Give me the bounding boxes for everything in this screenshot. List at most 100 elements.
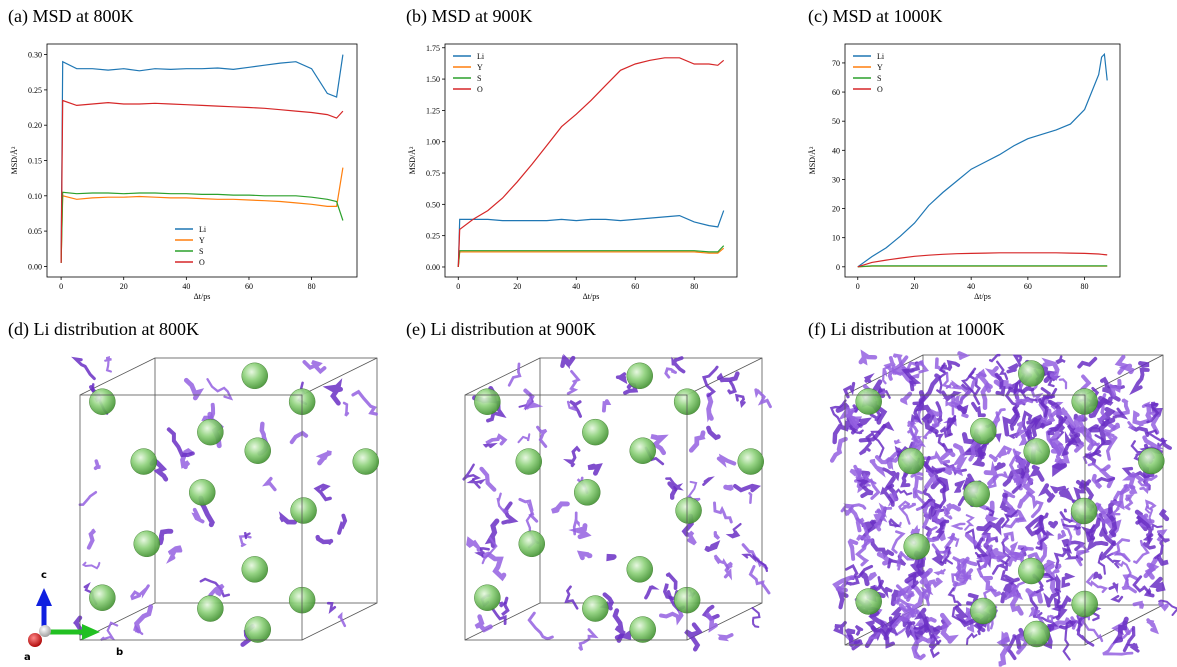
series-line — [60, 191, 344, 263]
atom — [970, 597, 997, 625]
li-density — [844, 628, 860, 648]
atom — [89, 388, 116, 415]
atom — [244, 616, 271, 643]
li-density — [1026, 491, 1044, 519]
li-density — [1123, 497, 1134, 511]
li-density — [536, 425, 548, 448]
atom — [855, 588, 882, 615]
li-density — [723, 561, 733, 581]
li-density — [1058, 487, 1075, 503]
y-tick-label: 20 — [832, 205, 840, 214]
li-density — [1049, 425, 1064, 455]
li-density — [568, 523, 592, 540]
li-density — [971, 401, 986, 417]
li-density — [1059, 511, 1074, 523]
y-tick-label: 0.00 — [426, 263, 440, 272]
li-density — [836, 588, 849, 610]
li-density — [904, 550, 924, 584]
li-density — [1132, 600, 1145, 609]
li-density — [751, 606, 761, 628]
atom — [518, 530, 545, 558]
atom — [898, 447, 925, 475]
cell-edge — [301, 602, 378, 641]
li-density — [481, 536, 498, 565]
li-density — [1035, 528, 1055, 551]
li-density — [911, 435, 926, 449]
x-tick-label: 20 — [910, 282, 918, 291]
li-density — [587, 463, 603, 476]
axis-triad: c b a — [24, 570, 123, 663]
li-density — [913, 360, 929, 374]
li-density — [1029, 464, 1045, 482]
axis-label: a — [24, 652, 31, 663]
atom — [855, 388, 882, 415]
li-density — [898, 603, 917, 619]
cell-edge — [464, 357, 541, 396]
atom — [133, 530, 160, 558]
li-density — [313, 483, 332, 502]
plot-frame — [444, 43, 738, 278]
li-density — [1074, 441, 1085, 453]
li-density — [206, 378, 234, 401]
li-density — [980, 575, 1002, 598]
series-line — [857, 265, 1108, 268]
li-density — [716, 453, 737, 468]
series-line — [857, 52, 1108, 268]
li-density — [1063, 508, 1068, 513]
li-density — [1046, 617, 1075, 632]
li-density — [984, 500, 999, 524]
li-density — [964, 514, 975, 531]
li-density — [474, 614, 493, 633]
li-density — [940, 449, 956, 461]
li-density — [665, 477, 684, 492]
cell-edge — [1084, 354, 1164, 396]
li-density — [713, 554, 730, 570]
li-density — [1015, 419, 1029, 437]
y-tick-label: 50 — [832, 117, 840, 126]
li-density — [987, 471, 1009, 489]
x-tick-label: 40 — [182, 282, 190, 291]
li-density — [1144, 402, 1160, 424]
li-density — [881, 421, 895, 432]
x-tick-label: 0 — [456, 282, 460, 291]
y-axis-label: MSD/Å² — [408, 146, 417, 174]
li-density — [667, 481, 678, 500]
structure-view — [829, 349, 1177, 667]
plot-frame — [844, 43, 1121, 278]
li-density — [1034, 514, 1045, 535]
li-density — [1027, 552, 1041, 561]
li-density — [976, 556, 990, 578]
li-density — [723, 484, 734, 491]
cell-edge — [539, 357, 763, 604]
li-density — [208, 583, 225, 598]
li-density — [1104, 552, 1122, 569]
li-density — [956, 404, 969, 415]
atom — [582, 418, 609, 446]
li-density — [727, 380, 737, 395]
atom — [89, 584, 116, 611]
li-density — [671, 356, 686, 374]
li-density — [865, 620, 895, 649]
li-density — [935, 465, 963, 477]
li-density — [130, 584, 150, 601]
y-tick-label: 10 — [832, 234, 840, 243]
li-density — [891, 355, 909, 374]
li-density — [485, 433, 508, 446]
li-density — [1098, 417, 1116, 446]
li-density — [315, 450, 332, 466]
atom — [1018, 360, 1045, 387]
li-density — [1091, 473, 1103, 490]
li-density — [158, 528, 174, 546]
li-density — [900, 391, 913, 406]
structure-view — [462, 353, 772, 652]
y-tick-label: 70 — [832, 59, 840, 68]
li-density — [326, 601, 337, 615]
y-tick-label: 0.25 — [28, 86, 42, 95]
li-density — [838, 406, 859, 430]
li-density — [1062, 623, 1071, 661]
atom — [963, 480, 990, 508]
legend-label: Li — [877, 52, 885, 61]
y-tick-label: 0.00 — [28, 262, 42, 271]
y-tick-label: 0 — [836, 263, 840, 272]
li-density — [939, 415, 957, 438]
